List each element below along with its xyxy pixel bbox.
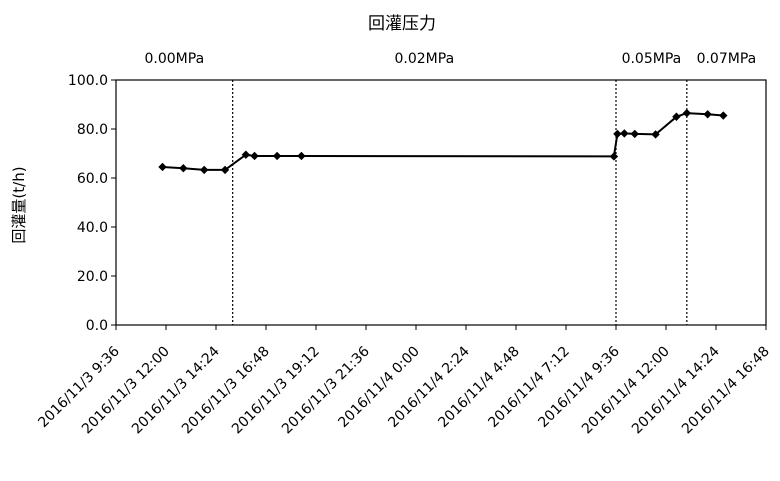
y-tick-label: 60.0 <box>77 171 108 187</box>
phase-label: 0.00MPa <box>145 51 205 67</box>
data-point-marker <box>297 151 306 161</box>
y-tick-label: 20.0 <box>77 269 108 285</box>
x-tick-label: 2016/11/3 16:48 <box>179 344 273 438</box>
x-tick-label: 2016/11/3 21:36 <box>279 343 373 437</box>
series-layer <box>158 108 728 175</box>
x-tick-label: 2016/11/3 14:24 <box>129 343 223 437</box>
data-point-marker <box>672 112 681 121</box>
phase-label: 0.02MPa <box>395 51 455 67</box>
y-tick-label: 80.0 <box>77 122 108 138</box>
data-point-marker <box>272 151 282 161</box>
data-point-marker <box>719 111 728 120</box>
data-point-marker <box>630 129 639 139</box>
plot-frame <box>115 79 767 326</box>
y-tick-label: 0.0 <box>86 318 108 334</box>
data-point-marker <box>250 151 259 161</box>
x-tick-label: 2016/11/4 12:00 <box>579 344 673 438</box>
phase-label: 0.05MPa <box>622 51 682 67</box>
x-tick-label: 2016/11/4 16:48 <box>679 344 773 438</box>
y-axis-label: 回灌量(t/h) <box>10 166 28 243</box>
data-point-marker <box>241 150 251 159</box>
y-tick-label: 40.0 <box>77 220 108 236</box>
x-tick-label: 2016/11/4 14:24 <box>629 343 723 437</box>
series-line <box>162 112 724 171</box>
phase-layer: 0.00MPa 0.02MPa 0.05MPa 0.07MPa <box>145 51 757 325</box>
data-point-marker <box>179 164 188 173</box>
data-point-marker <box>703 110 712 119</box>
data-point-marker <box>609 152 619 161</box>
data-point-marker <box>220 165 230 175</box>
x-tick-label: 2016/11/3 12:00 <box>79 344 173 438</box>
phase-label: 0.07MPa <box>697 51 757 67</box>
x-tick-label: 2016/11/3 19:12 <box>229 344 323 438</box>
data-point-marker <box>620 129 629 138</box>
chart-title: 回灌压力 <box>368 14 436 34</box>
data-point-marker <box>682 108 692 118</box>
data-point-marker <box>158 162 167 172</box>
data-point-marker <box>613 129 622 139</box>
y-tick-label: 100.0 <box>68 73 108 89</box>
data-point-marker <box>199 165 209 175</box>
data-point-marker <box>651 130 660 139</box>
